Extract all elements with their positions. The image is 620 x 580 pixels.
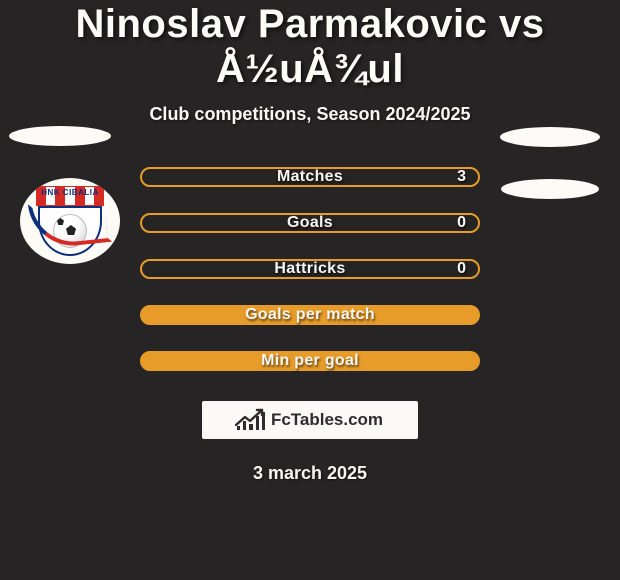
stat-label: Matches (277, 168, 343, 186)
decorative-ellipse (501, 179, 599, 199)
stat-value-right: 0 (457, 260, 466, 278)
stat-value-right: 3 (457, 168, 466, 186)
brand-box[interactable]: FcTables.com (202, 401, 418, 439)
bar-chart-icon (237, 410, 265, 430)
stat-row: Matches 3 (140, 167, 480, 187)
stat-label: Goals (287, 214, 333, 232)
club-badge-text: HNK CIBALIA (36, 188, 104, 197)
decorative-ellipse (500, 127, 600, 147)
comparison-subtitle: Club competitions, Season 2024/2025 (0, 104, 620, 125)
soccer-ball-icon (53, 214, 87, 248)
stat-label: Goals per match (245, 306, 375, 324)
decorative-ellipse (9, 126, 111, 146)
comparison-title: Ninoslav Parmakovic vs Å½uÅ¾ul (0, 0, 620, 92)
stat-value-right: 0 (457, 214, 466, 232)
brand-text: FcTables.com (271, 410, 383, 430)
stat-label: Min per goal (261, 352, 359, 370)
stat-row: Goals per match (140, 305, 480, 325)
stat-label: Hattricks (274, 260, 345, 278)
club-badge: HNK CIBALIA (20, 178, 120, 264)
date-text: 3 march 2025 (0, 463, 620, 484)
stat-row: Min per goal (140, 351, 480, 371)
club-shield-icon: HNK CIBALIA (36, 186, 104, 256)
stat-row: Goals 0 (140, 213, 480, 233)
stat-row: Hattricks 0 (140, 259, 480, 279)
